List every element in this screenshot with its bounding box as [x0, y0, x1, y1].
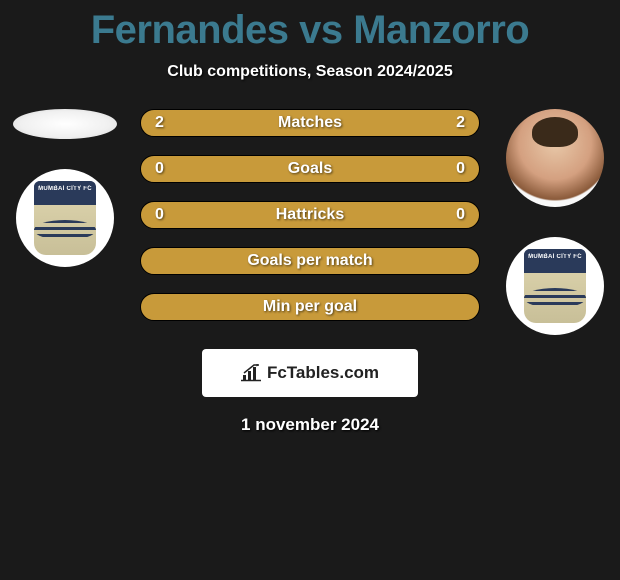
club-badge-right: MUMBAI CITY FC [506, 237, 604, 335]
left-player-col: MUMBAI CITY FC [10, 109, 120, 267]
stat-label: Min per goal [263, 298, 357, 316]
page-subtitle: Club competitions, Season 2024/2025 [0, 63, 620, 81]
attribution-banner: FcTables.com [202, 349, 418, 397]
stat-label: Goals [288, 160, 332, 178]
stat-right-value: 0 [456, 160, 465, 178]
comparison-bars: 2 Matches 2 0 Goals 0 0 Hattricks 0 Goal… [140, 109, 480, 321]
right-player-col: MUMBAI CITY FC [500, 109, 610, 335]
bar-chart-icon [241, 364, 263, 382]
badge-right-text: MUMBAI CITY FC [524, 249, 586, 261]
stat-label: Matches [278, 114, 342, 132]
stat-label: Goals per match [247, 252, 372, 270]
stat-right-value: 2 [456, 114, 465, 132]
player-photo-right [506, 109, 604, 207]
stat-bar-min-per-goal: Min per goal [140, 293, 480, 321]
stat-right-value: 0 [456, 206, 465, 224]
badge-left-text: MUMBAI CITY FC [34, 181, 96, 193]
attribution-text: FcTables.com [267, 363, 379, 383]
comparison-row: MUMBAI CITY FC 2 Matches 2 0 Goals 0 0 H… [0, 109, 620, 335]
stat-label: Hattricks [276, 206, 344, 224]
club-badge-left: MUMBAI CITY FC [16, 169, 114, 267]
footer-date: 1 november 2024 [0, 415, 620, 435]
stat-bar-matches: 2 Matches 2 [140, 109, 480, 137]
stat-bar-hattricks: 0 Hattricks 0 [140, 201, 480, 229]
player-photo-left [13, 109, 117, 139]
stat-bar-goals: 0 Goals 0 [140, 155, 480, 183]
stat-left-value: 0 [155, 160, 164, 178]
page-title: Fernandes vs Manzorro [0, 0, 620, 53]
stat-left-value: 2 [155, 114, 164, 132]
stat-left-value: 0 [155, 206, 164, 224]
stat-bar-goals-per-match: Goals per match [140, 247, 480, 275]
